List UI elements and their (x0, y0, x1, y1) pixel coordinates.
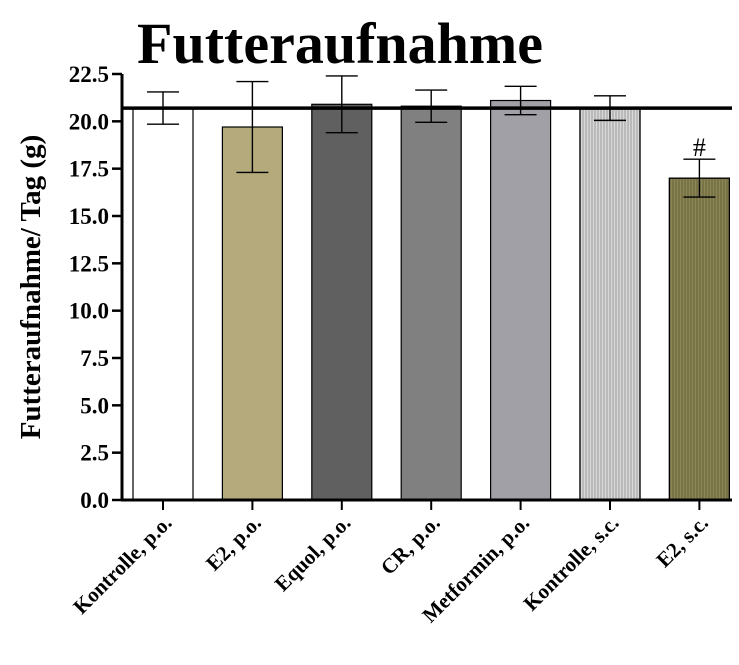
y-tick-label-1: 2.5 (80, 441, 109, 466)
bars-layer (132, 99, 731, 501)
y-tick-label-2: 5.0 (80, 393, 109, 418)
y-axis-label: Futteraufnahme/ Tag (g) (15, 135, 47, 440)
error-bar-5 (594, 95, 626, 122)
y-tick-label-6: 15.0 (69, 204, 109, 229)
x-tick-label-5: Kontrolle, s.c. (519, 511, 624, 616)
x-tick-label-3: CR, p.o. (376, 511, 445, 580)
error-bar-2 (325, 75, 358, 134)
bar-2 (311, 103, 373, 501)
y-tick-label-7: 17.5 (69, 157, 109, 182)
chart-title: Futteraufnahme (137, 11, 543, 76)
y-tick-label-0: 0.0 (80, 488, 109, 513)
error-bars-layer: # (147, 75, 716, 198)
bar-3 (400, 105, 462, 501)
error-bar-0 (147, 91, 179, 125)
bar-0 (132, 107, 194, 501)
bar-hatch-6 (668, 177, 731, 501)
bar-4 (490, 99, 552, 501)
y-tick-label-9: 22.5 (69, 62, 109, 87)
error-bar-1 (236, 80, 269, 174)
x-tick-label-6: E2, s.c. (651, 511, 713, 573)
bar-1 (221, 126, 283, 501)
significance-marker-6: # (693, 133, 706, 162)
error-bar-3 (415, 89, 448, 123)
x-tick-label-0: Kontrolle, p.o. (68, 511, 176, 619)
y-tick-label-3: 7.5 (80, 346, 109, 371)
x-tick-label-1: E2, p.o. (201, 511, 266, 576)
x-tick-label-2: Equol, p.o. (270, 511, 355, 596)
bar-hatch-5 (579, 107, 641, 501)
y-tick-label-5: 12.5 (69, 251, 109, 276)
y-tick-label-4: 10.0 (69, 299, 109, 324)
error-bar-6 (683, 158, 716, 198)
error-bar-4 (504, 85, 537, 116)
y-tick-label-8: 20.0 (69, 109, 109, 134)
